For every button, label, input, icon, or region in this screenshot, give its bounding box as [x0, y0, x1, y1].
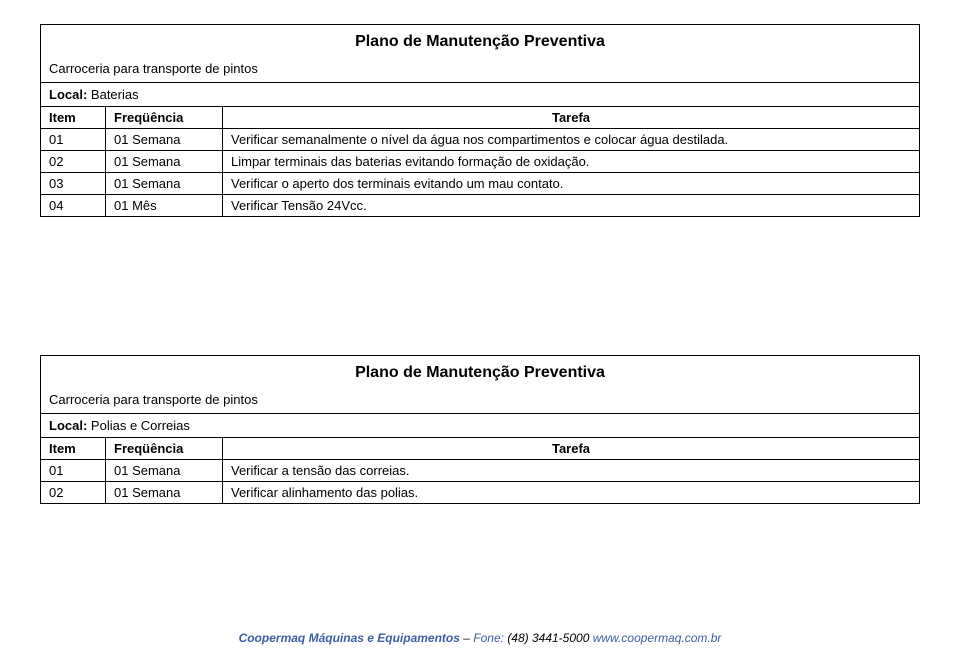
cell-freq: 01 Semana: [106, 129, 223, 151]
section-local: Local: Baterias: [41, 82, 919, 106]
footer-company: Coopermaq Máquinas e Equipamentos: [239, 631, 460, 645]
maintenance-section-baterias: Plano de Manutenção Preventiva Carroceri…: [40, 24, 920, 217]
table-row: 01 01 Semana Verificar a tensão das corr…: [41, 460, 919, 482]
table-row: 04 01 Mês Verificar Tensão 24Vcc.: [41, 195, 919, 217]
section-local: Local: Polias e Correias: [41, 413, 919, 437]
table-row: 03 01 Semana Verificar o aperto dos term…: [41, 173, 919, 195]
section-title: Plano de Manutenção Preventiva: [41, 356, 919, 388]
section-subtitle: Carroceria para transporte de pintos: [41, 388, 919, 413]
col-freq: Freqüência: [106, 438, 223, 460]
cell-freq: 01 Mês: [106, 195, 223, 217]
local-label: Local:: [49, 418, 87, 433]
cell-freq: 01 Semana: [106, 173, 223, 195]
table-header-row: Item Freqüência Tarefa: [41, 107, 919, 129]
cell-item: 01: [41, 129, 106, 151]
cell-item: 03: [41, 173, 106, 195]
page-footer: Coopermaq Máquinas e Equipamentos – Fone…: [0, 631, 960, 645]
col-task: Tarefa: [223, 438, 920, 460]
cell-task: Verificar Tensão 24Vcc.: [223, 195, 920, 217]
cell-freq: 01 Semana: [106, 460, 223, 482]
cell-task: Limpar terminais das baterias evitando f…: [223, 151, 920, 173]
cell-item: 04: [41, 195, 106, 217]
cell-item: 02: [41, 482, 106, 504]
maintenance-section-polias: Plano de Manutenção Preventiva Carroceri…: [40, 355, 920, 504]
section-spacer: [40, 245, 920, 355]
section-title: Plano de Manutenção Preventiva: [41, 25, 919, 57]
footer-phone: (48) 3441-5000: [507, 631, 589, 645]
local-label: Local:: [49, 87, 87, 102]
table-row: 02 01 Semana Verificar alinhamento das p…: [41, 482, 919, 504]
col-item: Item: [41, 107, 106, 129]
col-freq: Freqüência: [106, 107, 223, 129]
col-task: Tarefa: [223, 107, 920, 129]
local-value: Polias e Correias: [91, 418, 190, 433]
cell-task: Verificar semanalmente o nível da água n…: [223, 129, 920, 151]
footer-phone-label: Fone:: [473, 631, 507, 645]
local-value: Baterias: [91, 87, 139, 102]
cell-task: Verificar alinhamento das polias.: [223, 482, 920, 504]
cell-item: 01: [41, 460, 106, 482]
tasks-table: Item Freqüência Tarefa 01 01 Semana Veri…: [41, 437, 919, 503]
cell-item: 02: [41, 151, 106, 173]
cell-freq: 01 Semana: [106, 151, 223, 173]
col-item: Item: [41, 438, 106, 460]
table-row: 01 01 Semana Verificar semanalmente o ní…: [41, 129, 919, 151]
footer-url: www.coopermaq.com.br: [593, 631, 722, 645]
cell-task: Verificar o aperto dos terminais evitand…: [223, 173, 920, 195]
cell-task: Verificar a tensão das correias.: [223, 460, 920, 482]
table-row: 02 01 Semana Limpar terminais das bateri…: [41, 151, 919, 173]
tasks-table: Item Freqüência Tarefa 01 01 Semana Veri…: [41, 106, 919, 216]
section-subtitle: Carroceria para transporte de pintos: [41, 57, 919, 82]
table-header-row: Item Freqüência Tarefa: [41, 438, 919, 460]
cell-freq: 01 Semana: [106, 482, 223, 504]
footer-sep: –: [460, 631, 473, 645]
